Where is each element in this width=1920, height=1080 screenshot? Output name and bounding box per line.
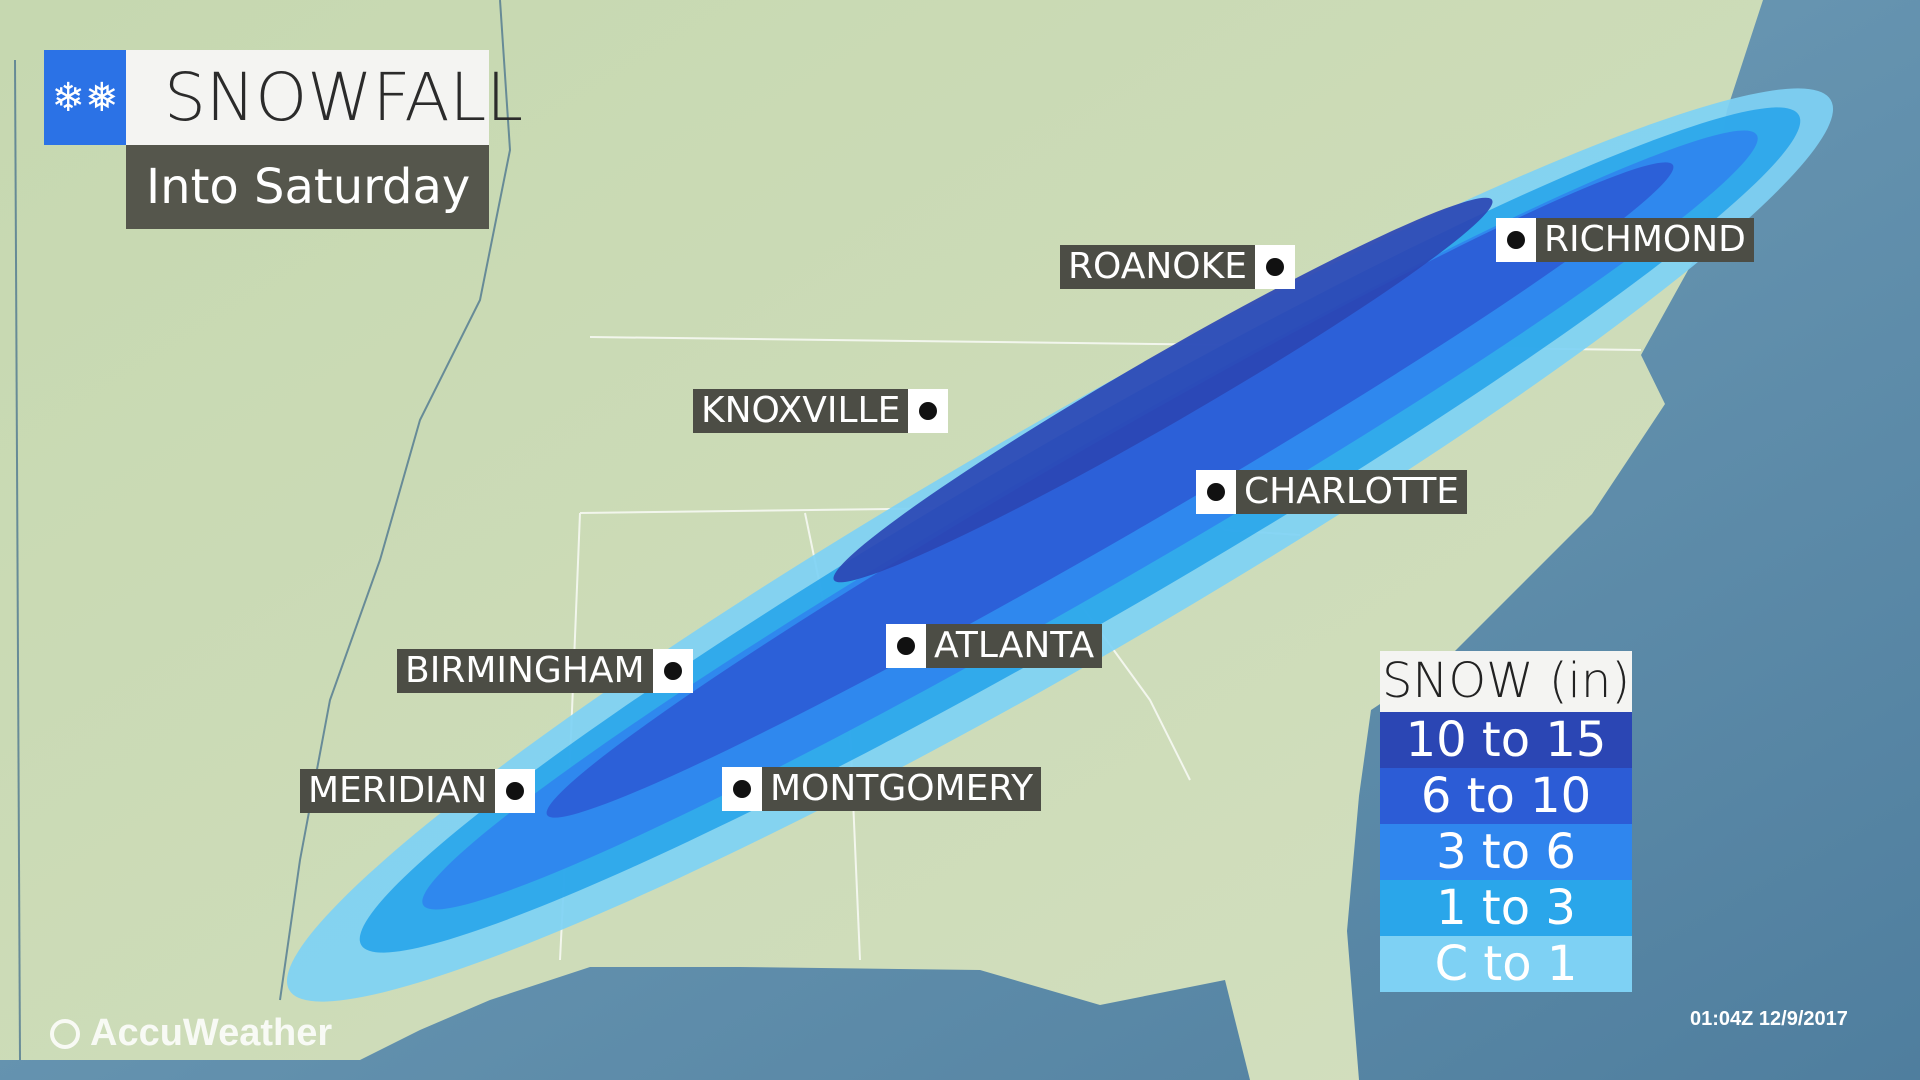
snow-band-6-to-10 <box>546 162 1674 818</box>
city-label-roanoke: ROANOKE <box>1060 245 1295 289</box>
city-dot-icon <box>495 769 536 813</box>
snowflakes-icon: ❄❅ <box>44 50 126 145</box>
city-name: RICHMOND <box>1536 218 1754 262</box>
city-label-charlotte: CHARLOTTE <box>1196 470 1468 514</box>
legend-item: 6 to 10 <box>1380 768 1632 824</box>
snow-bands <box>286 88 1834 1002</box>
legend-item: 1 to 3 <box>1380 880 1632 936</box>
map-title: SNOWFALL <box>126 50 523 145</box>
city-dot-icon <box>652 649 693 693</box>
city-label-richmond: RICHMOND <box>1496 218 1754 262</box>
snow-band-10-to-15 <box>833 197 1493 583</box>
city-name: BIRMINGHAM <box>397 649 653 693</box>
sun-icon <box>50 1018 80 1049</box>
city-label-birmingham: BIRMINGHAM <box>397 649 693 693</box>
map-subtitle: Into Saturday <box>126 145 489 229</box>
city-name: CHARLOTTE <box>1236 470 1468 514</box>
city-label-meridian: MERIDIAN <box>300 769 536 813</box>
city-dot-icon <box>886 624 926 668</box>
timestamp: 01:04Z 12/9/2017 <box>1690 1008 1848 1030</box>
city-dot-icon <box>1196 470 1236 514</box>
city-dot-icon <box>908 389 949 433</box>
city-dot-icon <box>1254 245 1295 289</box>
accuweather-logo: AccuWeather <box>50 1012 332 1055</box>
rivers <box>14 0 512 1061</box>
city-name: MONTGOMERY <box>762 767 1042 811</box>
city-label-knoxville: KNOXVILLE <box>693 389 949 433</box>
legend-item: 10 to 15 <box>1380 712 1632 768</box>
legend-title: SNOW (in) <box>1380 651 1632 712</box>
city-label-montgomery: MONTGOMERY <box>722 767 1042 811</box>
city-label-atlanta: ATLANTA <box>886 624 1103 668</box>
legend-item: C to 1 <box>1380 936 1632 992</box>
legend-item: 3 to 6 <box>1380 824 1632 880</box>
city-name: KNOXVILLE <box>693 389 909 433</box>
city-name: ATLANTA <box>926 624 1103 668</box>
city-dot-icon <box>1496 218 1536 262</box>
city-dot-icon <box>722 767 762 811</box>
city-name: MERIDIAN <box>300 769 496 813</box>
city-name: ROANOKE <box>1060 245 1255 289</box>
logo-text: AccuWeather <box>90 1012 333 1054</box>
snow-legend: SNOW (in) 10 to 15 6 to 10 3 to 6 1 to 3… <box>1380 651 1632 992</box>
